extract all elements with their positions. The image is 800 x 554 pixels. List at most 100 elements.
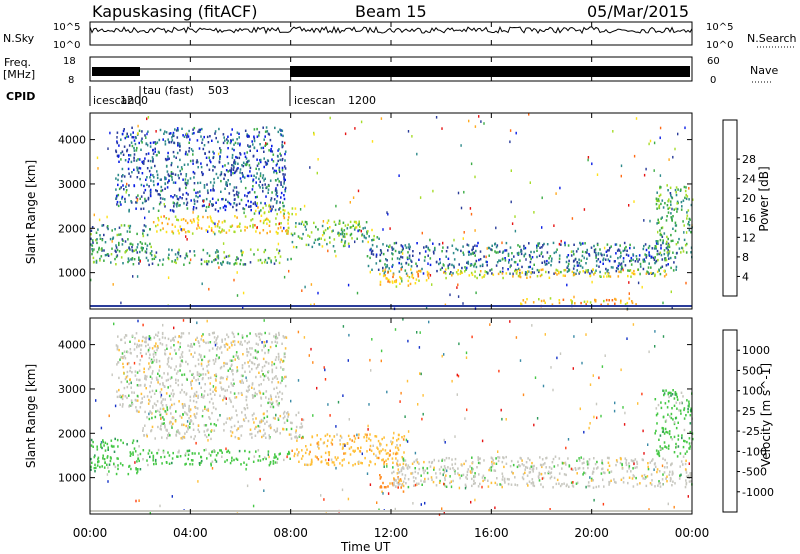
heatmap-cell — [349, 453, 352, 456]
heatmap-cell — [574, 258, 577, 261]
heatmap-cell — [139, 468, 142, 471]
heatmap-cell — [140, 195, 143, 198]
heatmap-cell — [412, 476, 415, 479]
heatmap-cell — [587, 466, 589, 470]
heatmap-cell — [156, 334, 159, 337]
heatmap-cell — [502, 267, 504, 270]
heatmap-cell — [649, 461, 652, 464]
heatmap-cell — [237, 257, 239, 260]
heatmap-cell — [275, 189, 278, 192]
heatmap-cell — [234, 170, 237, 173]
heatmap-cell — [667, 393, 670, 396]
heatmap-cell — [96, 464, 99, 467]
heatmap-cell — [542, 268, 544, 271]
heatmap-cell — [340, 228, 343, 231]
heatmap-cell — [205, 156, 208, 159]
heatmap-cell — [495, 264, 498, 267]
heatmap-cell — [368, 235, 370, 238]
heatmap-cell — [670, 196, 673, 199]
heatmap-cell — [201, 204, 204, 208]
heatmap-cell — [197, 480, 199, 483]
heatmap-cell — [505, 418, 507, 421]
heatmap-cell — [236, 256, 238, 259]
heatmap-cell — [457, 374, 460, 378]
heatmap-cell — [393, 483, 395, 487]
heatmap-cell — [341, 488, 344, 492]
heatmap-cell — [233, 194, 236, 197]
heatmap-cell — [141, 172, 144, 175]
heatmap-cell — [620, 457, 622, 460]
heatmap-cell — [313, 303, 315, 306]
heatmap-cell — [280, 358, 282, 361]
heatmap-cell — [160, 189, 162, 193]
heatmap-cell — [404, 477, 406, 480]
heatmap-cell — [119, 201, 121, 204]
heatmap-cell — [529, 265, 531, 269]
heatmap-cell — [529, 470, 532, 474]
heatmap-cell — [407, 485, 410, 489]
heatmap-cell — [249, 166, 252, 170]
heatmap-cell — [666, 466, 668, 469]
heatmap-cell — [637, 281, 640, 285]
heatmap-cell — [115, 263, 117, 266]
heatmap-cell — [456, 393, 458, 396]
heatmap-cell — [666, 204, 669, 207]
heatmap-cell — [670, 412, 673, 416]
heatmap-cell — [473, 265, 475, 268]
heatmap-cell — [466, 266, 468, 270]
heatmap-cell — [536, 417, 539, 420]
heatmap-cell — [565, 473, 567, 477]
heatmap-cell — [665, 264, 668, 267]
heatmap-cell — [211, 204, 214, 207]
heatmap-cell — [229, 359, 231, 362]
heatmap-cell — [121, 197, 123, 200]
heatmap-cell — [277, 404, 280, 407]
heatmap-cell — [680, 412, 682, 415]
heatmap-cell — [277, 177, 279, 181]
heatmap-cell — [174, 128, 176, 131]
heatmap-cell — [628, 292, 630, 295]
heatmap-cell — [606, 249, 609, 252]
heatmap-cell — [301, 449, 303, 452]
heatmap-cell — [232, 373, 234, 376]
heatmap-cell — [399, 444, 401, 447]
heatmap-cell — [505, 455, 507, 459]
heatmap-cell — [496, 477, 498, 480]
heatmap-cell — [255, 204, 258, 207]
heatmap-cell — [265, 374, 267, 378]
heatmap-cell — [153, 183, 155, 187]
heatmap-cell — [219, 381, 221, 384]
heatmap-cell — [396, 439, 398, 442]
heatmap-cell — [329, 241, 331, 244]
y-tick-label: 2000 — [58, 427, 86, 440]
heatmap-cell — [229, 183, 231, 186]
heatmap-cell — [678, 477, 681, 480]
heatmap-cell — [168, 248, 170, 251]
heatmap-cell — [344, 241, 346, 244]
heatmap-cell — [121, 175, 123, 178]
heatmap-cell — [674, 393, 677, 396]
heatmap-cell — [665, 273, 668, 276]
heatmap-cell — [628, 462, 630, 465]
heatmap-cell — [396, 472, 399, 475]
heatmap-cell — [327, 249, 329, 253]
heatmap-cell — [675, 193, 678, 197]
heatmap-cell — [267, 132, 270, 135]
heatmap-cell — [161, 189, 164, 192]
heatmap-cell — [242, 175, 244, 178]
heatmap-cell — [456, 373, 458, 377]
heatmap-cell — [103, 466, 106, 469]
heatmap-cell — [411, 275, 413, 278]
heatmap-cell — [443, 471, 446, 474]
heatmap-cell — [118, 187, 121, 191]
heatmap-cell — [164, 182, 167, 186]
heatmap-cell — [268, 401, 271, 404]
heatmap-cell — [129, 451, 132, 454]
heatmap-cell — [339, 232, 342, 236]
heatmap-cell — [503, 465, 505, 469]
heatmap-cell — [253, 212, 256, 215]
heatmap-cell — [540, 268, 543, 272]
heatmap-cell — [203, 430, 206, 433]
heatmap-cell — [206, 252, 209, 255]
heatmap-cell — [344, 132, 347, 136]
